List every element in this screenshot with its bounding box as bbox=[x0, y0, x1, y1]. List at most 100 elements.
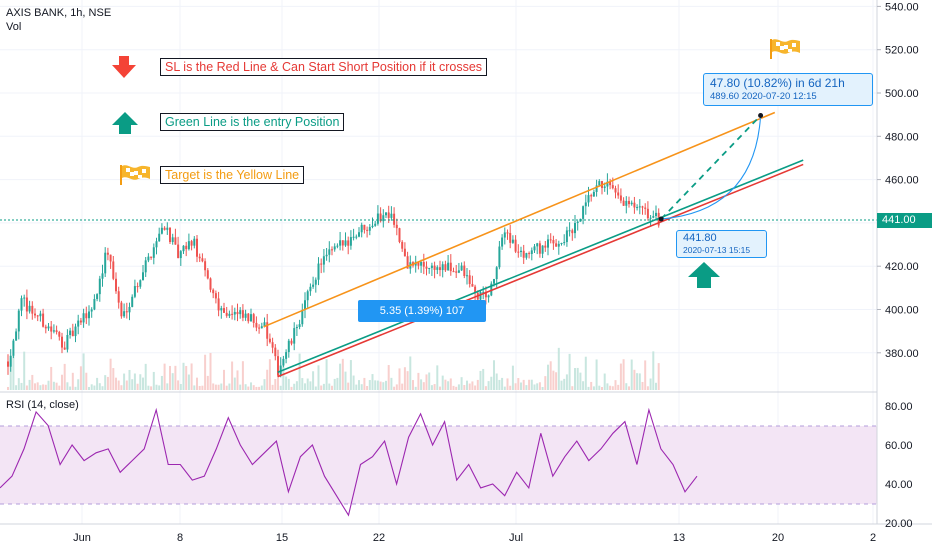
volume-bar bbox=[403, 367, 406, 390]
candle-body bbox=[42, 313, 45, 327]
candle-body bbox=[290, 340, 293, 344]
volume-bar bbox=[598, 385, 601, 390]
candle-body bbox=[525, 253, 528, 258]
volume-bar bbox=[444, 379, 447, 390]
candle-body bbox=[93, 299, 96, 310]
volume-bar bbox=[104, 375, 107, 390]
volume-bar bbox=[652, 351, 655, 390]
volume-bar bbox=[7, 386, 9, 390]
time-tick-label: 2 bbox=[870, 532, 876, 544]
candle-body bbox=[39, 313, 42, 317]
candle-body bbox=[630, 202, 633, 205]
candle-body bbox=[644, 207, 647, 209]
candle-body bbox=[393, 213, 396, 225]
volume-bar bbox=[112, 368, 115, 390]
volume-bar bbox=[125, 380, 128, 390]
candle-body bbox=[314, 279, 317, 285]
candle-body bbox=[406, 256, 409, 269]
volume-bar bbox=[325, 359, 328, 390]
candle-body bbox=[387, 212, 390, 218]
candle-body bbox=[233, 311, 236, 315]
candle-body bbox=[641, 206, 644, 208]
candle-body bbox=[376, 213, 379, 224]
candle-body bbox=[333, 246, 336, 250]
volume-bar bbox=[193, 385, 196, 390]
volume-bar bbox=[622, 359, 625, 390]
candle-body bbox=[198, 256, 201, 259]
volume-bar bbox=[31, 374, 34, 390]
volume-bar bbox=[655, 382, 657, 390]
price-axis: 540.00520.00500.00480.00460.00440.00420.… bbox=[877, 1, 919, 360]
volume-bar bbox=[549, 361, 552, 390]
volume-bar bbox=[166, 383, 169, 390]
candle-body bbox=[74, 326, 77, 337]
candle-body bbox=[490, 283, 493, 296]
candle-body bbox=[90, 309, 93, 312]
volume-bar bbox=[20, 382, 23, 390]
rsi-tick-label: 40.00 bbox=[885, 479, 913, 491]
candle-body bbox=[7, 361, 9, 367]
candle-body bbox=[255, 322, 258, 328]
candle-body bbox=[309, 286, 312, 292]
candle-body bbox=[23, 297, 26, 299]
time-tick-label: 13 bbox=[673, 532, 685, 544]
candle-body bbox=[239, 310, 242, 315]
candle-body bbox=[368, 227, 371, 231]
volume-bar bbox=[476, 379, 479, 390]
candle-body bbox=[212, 289, 215, 294]
candle-body bbox=[493, 279, 495, 284]
volume-bar bbox=[420, 379, 423, 390]
volume-bar bbox=[363, 377, 366, 390]
candle-body bbox=[460, 265, 463, 271]
volume-bar bbox=[244, 384, 247, 390]
projection-curve bbox=[661, 115, 762, 220]
volume-bar bbox=[349, 360, 352, 390]
candle-body bbox=[471, 283, 474, 287]
volume-bar bbox=[406, 371, 409, 390]
volume-bar bbox=[39, 385, 42, 390]
candle-body bbox=[501, 237, 504, 247]
candle-body bbox=[285, 352, 288, 359]
volume-bar bbox=[611, 386, 614, 390]
volume-bar bbox=[360, 384, 363, 390]
rsi-tick-label: 80.00 bbox=[885, 401, 913, 413]
volume-bar bbox=[61, 374, 63, 390]
candle-body bbox=[352, 236, 355, 238]
candle-body bbox=[271, 342, 274, 348]
volume-bar bbox=[522, 379, 525, 390]
volume-bar bbox=[557, 347, 560, 390]
volume-bar bbox=[385, 380, 387, 390]
candle-body bbox=[617, 192, 620, 196]
volume-bar bbox=[536, 383, 539, 390]
time-axis: Jun 8 15 22 Jul 13 20 2 bbox=[73, 532, 876, 544]
volume-bar bbox=[217, 384, 220, 390]
volume-bar bbox=[90, 384, 93, 390]
volume-bar bbox=[236, 370, 239, 390]
candle-body bbox=[503, 232, 506, 238]
volume-bar bbox=[9, 358, 12, 390]
volume-bar bbox=[428, 372, 431, 390]
candle-body bbox=[422, 261, 425, 267]
candle-body bbox=[228, 313, 231, 316]
volume-bar bbox=[123, 373, 126, 390]
volume-bar bbox=[52, 381, 55, 390]
candle-body bbox=[498, 246, 501, 268]
volume-bar bbox=[533, 384, 536, 390]
volume-bar bbox=[479, 370, 482, 390]
candle-body bbox=[522, 250, 525, 258]
candle-body bbox=[557, 243, 560, 247]
volume-bar bbox=[98, 383, 101, 390]
volume-bar bbox=[606, 383, 609, 390]
candle-body bbox=[260, 326, 263, 329]
volume-bar bbox=[82, 353, 85, 390]
volume-bar bbox=[630, 359, 633, 390]
candle-body bbox=[66, 335, 69, 350]
trend-lines bbox=[263, 111, 804, 378]
time-tick-label: Jun bbox=[73, 532, 91, 544]
volume-bar bbox=[468, 383, 471, 390]
volume-bar bbox=[69, 386, 72, 390]
candle-body bbox=[355, 236, 358, 238]
candle-body bbox=[15, 331, 18, 341]
volume-bar bbox=[601, 386, 603, 390]
candle-body bbox=[436, 267, 439, 270]
